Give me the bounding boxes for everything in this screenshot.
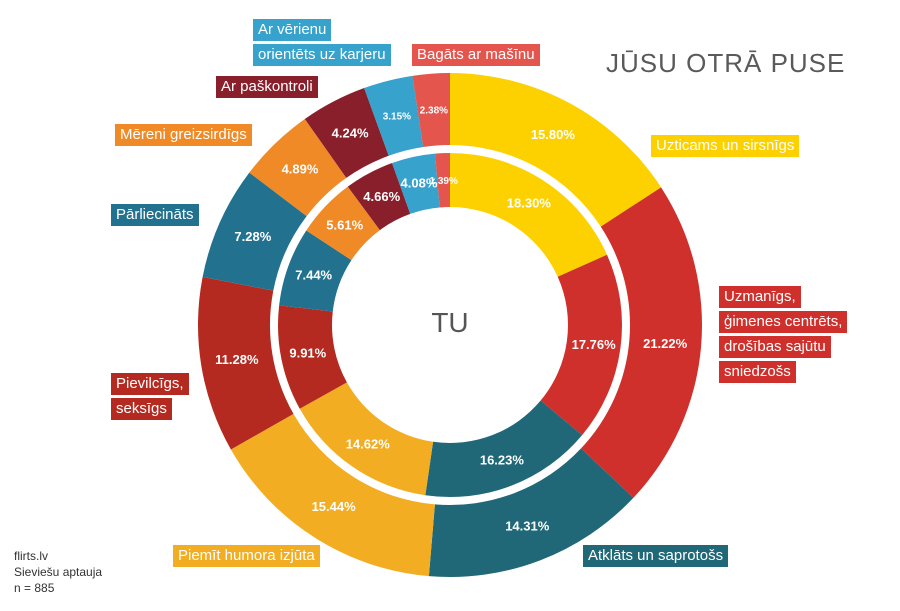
- slice-value-label: 15.80%: [531, 127, 576, 142]
- inner-slice: [279, 230, 352, 312]
- inner-slice: [434, 153, 450, 208]
- slice-value-label: 14.62%: [346, 436, 391, 451]
- inner-slice: [450, 153, 607, 277]
- slice-value-label: 4.66%: [363, 189, 400, 204]
- category-label-line: drošības sajūtu: [719, 336, 831, 358]
- slice-value-label: 4.89%: [282, 162, 319, 177]
- inner-slice: [425, 400, 583, 497]
- category-label-line: Bagāts ar mašīnu: [412, 44, 540, 66]
- slice-value-label: 21.22%: [643, 336, 688, 351]
- slice-value-label: 1.39%: [429, 176, 457, 187]
- inner-slice: [347, 163, 411, 231]
- inner-ring: [278, 153, 623, 497]
- slice-value-label: 17.76%: [572, 337, 617, 352]
- inner-slice: [392, 153, 440, 214]
- slice-value-label: 9.91%: [289, 345, 326, 360]
- category-label-line: Uzticams un sirsnīgs: [651, 135, 800, 157]
- category-label: Pievilcīgs, seksīgs: [111, 373, 189, 423]
- outer-slice: [230, 413, 435, 577]
- slice-value-label: 4.08%: [401, 175, 438, 190]
- slice-value-label: 3.15%: [383, 112, 411, 123]
- value-labels: 15.80% 21.22% 14.31% 15.44% 11.28% 7.28% 4.89%…: [215, 106, 687, 534]
- category-label-line: Atklāts un saprotošs: [583, 545, 729, 567]
- outer-slice: [364, 75, 424, 156]
- source-line: flirts.lv: [14, 549, 48, 563]
- outer-slice: [428, 448, 634, 577]
- slice-value-label: 15.44%: [312, 499, 357, 514]
- outer-slice: [304, 88, 389, 178]
- slice-value-label: 4.24%: [332, 125, 369, 140]
- slice-value-label: 5.61%: [326, 217, 363, 232]
- category-label-line: Pārliecināts: [111, 204, 199, 226]
- slice-value-label: 16.23%: [480, 452, 525, 467]
- category-label: Pārliecināts: [111, 204, 199, 229]
- slice-value-label: 11.28%: [215, 352, 259, 367]
- outer-slice: [198, 276, 294, 450]
- slice-value-label: 14.31%: [505, 519, 550, 534]
- inner-slice: [306, 186, 380, 261]
- source-note: flirts.lv Sieviešu aptauja n = 885: [14, 548, 102, 596]
- category-label: Piemīt humora izjūta: [173, 545, 320, 570]
- slice-value-label: 7.28%: [234, 229, 271, 244]
- outer-slice: [450, 73, 662, 227]
- category-label-line: Ar paškontroli: [216, 76, 318, 98]
- survey-line: Sieviešu aptauja: [14, 565, 103, 579]
- outer-slice: [202, 172, 307, 291]
- outer-slice: [412, 73, 450, 148]
- category-label: Uzmanīgs, ģimenes centrēts, drošības sajūt…: [719, 286, 848, 386]
- outer-ring: [198, 73, 703, 577]
- center-label: TU: [431, 307, 468, 338]
- chart-title: JŪSU OTRĀ PUSE: [606, 48, 846, 78]
- category-label-line: Pievilcīgs,: [111, 373, 189, 395]
- category-label: Mēreni greizsirdīgs: [115, 124, 252, 149]
- category-label: Bagāts ar mašīnu: [412, 44, 540, 69]
- slice-value-label: 2.38%: [420, 106, 448, 117]
- outer-slice: [249, 119, 347, 217]
- inner-slice: [299, 382, 434, 496]
- category-label: Ar vērienu orientēts uz karjeru: [253, 19, 391, 69]
- sample-size-line: n = 885: [14, 581, 55, 595]
- inner-slice: [278, 305, 347, 409]
- category-label-line: seksīgs: [111, 398, 172, 420]
- category-label: Ar paškontroli: [216, 76, 318, 101]
- slice-value-label: 18.30%: [507, 195, 552, 210]
- outer-slice: [581, 187, 703, 498]
- category-label-line: Piemīt humora izjūta: [173, 545, 320, 567]
- category-label-line: Mēreni greizsirdīgs: [115, 124, 252, 146]
- category-label: Uzticams un sirsnīgs: [651, 135, 800, 160]
- category-label: Atklāts un saprotošs: [583, 545, 729, 570]
- category-label-line: sniedzošs: [719, 361, 796, 383]
- category-label-line: ģimenes centrēts,: [719, 311, 848, 333]
- category-label-line: orientēts uz karjeru: [253, 44, 391, 66]
- category-label-line: Uzmanīgs,: [719, 286, 801, 308]
- category-label-line: Ar vērienu: [253, 19, 332, 41]
- slice-value-label: 7.44%: [295, 268, 332, 283]
- inner-slice: [540, 254, 623, 436]
